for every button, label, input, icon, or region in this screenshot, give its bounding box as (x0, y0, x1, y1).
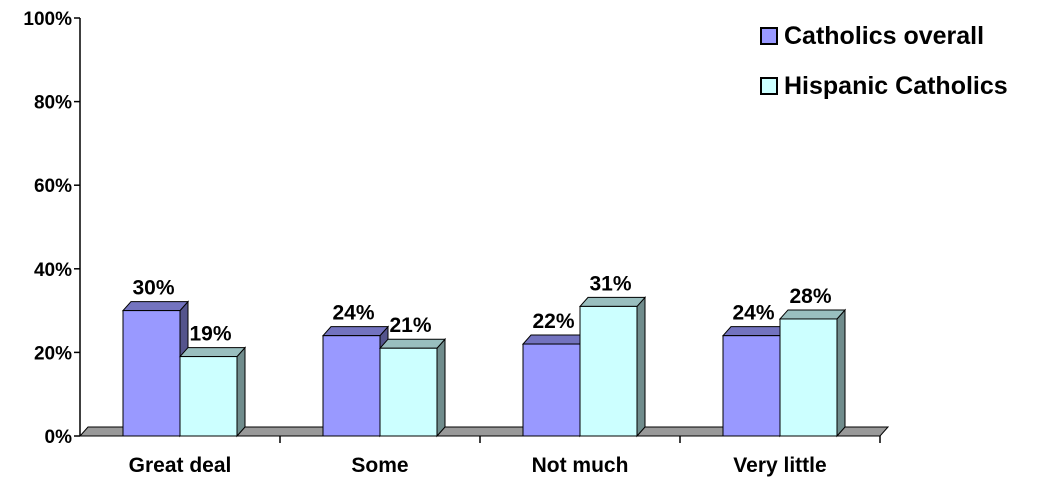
bar-hispanic-catholics (579, 305, 638, 437)
legend-swatch-hispanic-catholics (760, 77, 778, 95)
bar-hispanic-catholics (179, 356, 238, 437)
data-label: 28% (789, 285, 831, 308)
y-tick-label: 20% (34, 343, 72, 364)
data-label: 31% (589, 272, 631, 295)
y-tick-label: 40% (34, 260, 72, 281)
bar-top (178, 347, 247, 358)
bar-side (636, 296, 646, 438)
legend-label-hispanic-catholics: Hispanic Catholics (784, 71, 1008, 100)
bar-catholics-overall (122, 310, 181, 437)
bar-top (521, 334, 590, 345)
bar-catholics-overall (722, 335, 781, 437)
legend-item-hispanic-catholics: Hispanic Catholics (760, 68, 1008, 104)
bar-top (578, 296, 647, 307)
x-tick-label: Some (351, 454, 408, 477)
legend-label-catholics-overall: Catholics overall (784, 21, 985, 50)
data-label: 24% (732, 302, 774, 325)
bar-catholics-overall (522, 343, 581, 437)
data-label: 22% (532, 310, 574, 333)
bar-hispanic-catholics (779, 318, 838, 437)
data-label: 30% (132, 277, 174, 300)
legend-swatch-catholics-overall (760, 27, 778, 45)
bar-top (721, 326, 790, 337)
legend-item-catholics-overall: Catholics overall (760, 18, 1008, 54)
x-tick-label: Not much (532, 454, 629, 477)
legend: Catholics overall Hispanic Catholics (760, 18, 1008, 118)
bar-side (436, 337, 446, 438)
data-label: 19% (189, 323, 231, 346)
bar-top (321, 326, 390, 337)
y-tick-label: 100% (23, 9, 72, 30)
bar-catholics-overall (322, 335, 381, 437)
bar-top (121, 301, 190, 312)
bar-side (236, 346, 246, 438)
x-tick-label: Great deal (129, 454, 232, 477)
bar-hispanic-catholics (379, 347, 438, 437)
x-tick-label: Very little (733, 454, 826, 477)
y-tick-label: 60% (34, 176, 72, 197)
data-label: 21% (389, 314, 431, 337)
bar-top (778, 309, 847, 320)
y-tick-label: 0% (45, 427, 73, 448)
y-tick-label: 80% (34, 93, 72, 114)
bar-top (378, 338, 447, 349)
data-label: 24% (332, 302, 374, 325)
bar-side (836, 308, 846, 438)
